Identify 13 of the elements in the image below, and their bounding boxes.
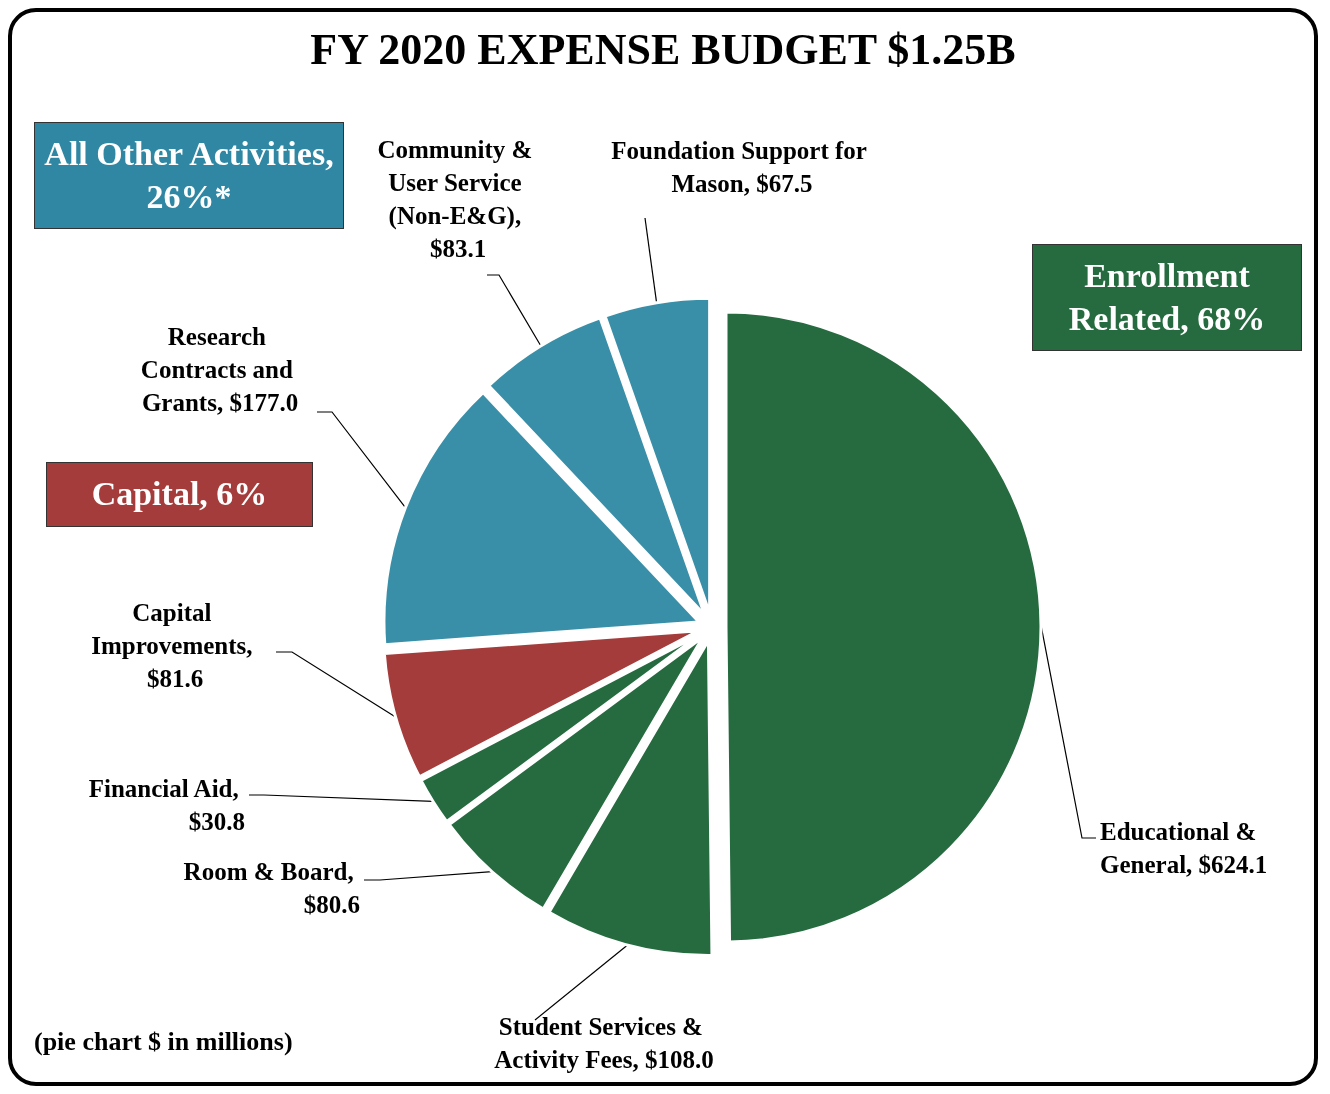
text: All Other Activities, 26%*: [34, 122, 344, 229]
chart-title: FY 2020 EXPENSE BUDGET $1.25B: [310, 24, 1016, 74]
slice-label: Financial Aid, $30.8: [88, 775, 245, 835]
slice-label: Research Contracts and Grants, $177.0: [140, 323, 300, 416]
slice-label: Student Services & Activity Fees, $108.0: [494, 1013, 714, 1073]
slice-label: Capital Improvements, $81.6: [91, 599, 259, 692]
slice-label: Educational & General, $624.1: [1100, 818, 1268, 878]
text: Capital, 6%: [46, 462, 313, 527]
slice-label: Room & Board, $80.6: [183, 858, 360, 918]
slice-label: Foundation Support for Mason, $67.5: [611, 137, 873, 197]
slice-label: Community & User Service (Non-E&G), $83.1: [377, 136, 539, 262]
text: Enrollment Related, 68%: [1032, 244, 1302, 351]
text: (pie chart $ in millions): [34, 1027, 293, 1057]
